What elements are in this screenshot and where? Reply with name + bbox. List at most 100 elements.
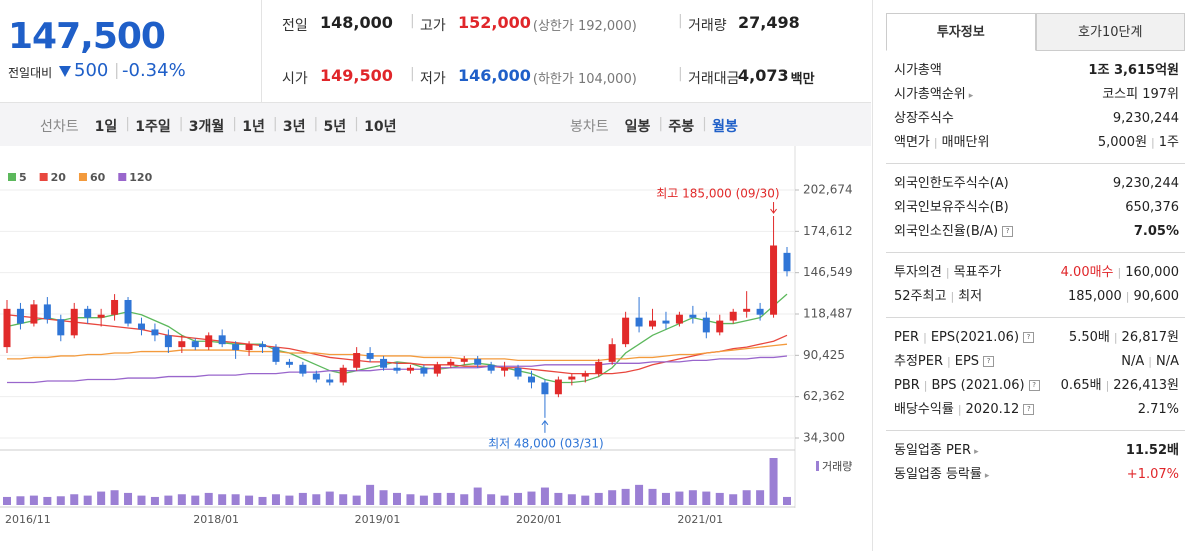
candle-type-button[interactable]: 월봉 (712, 119, 738, 135)
stat-extra: (상한가 192,000) (532, 19, 637, 34)
link-icon[interactable]: ▸ (974, 447, 979, 457)
volume-bar (285, 495, 294, 505)
link-icon[interactable]: ▸ (984, 471, 990, 481)
separator: | (410, 13, 415, 29)
value-text: 650,376 (1125, 200, 1179, 215)
info-label: 시가총액순위 ▸ (894, 83, 973, 107)
value-text: 4.00매수 (1060, 265, 1114, 280)
label-text: PBR (894, 378, 920, 393)
label-text: BPS (2021.06) (931, 378, 1025, 393)
candle-body (339, 367, 347, 383)
label-text: 배당수익률 (894, 402, 954, 417)
volume-legend-swatch (816, 461, 819, 471)
candle-body (164, 335, 172, 348)
x-tick-label: 2018/01 (193, 513, 239, 526)
label-text: 상장주식수 (894, 111, 954, 126)
candle-body (312, 373, 320, 380)
period-button[interactable]: 3년 (282, 119, 306, 135)
info-value: 185,000 | 90,600 (1068, 285, 1179, 309)
candle-type-button[interactable]: 주봉 (668, 119, 695, 135)
link-icon[interactable]: ▸ (968, 91, 974, 101)
stat-value: 152,000 (458, 13, 531, 32)
divider (872, 0, 873, 551)
info-label: 액면가 | 매매단위 (894, 131, 989, 155)
candle-body (259, 344, 267, 348)
period-button[interactable]: 5년 (323, 119, 347, 135)
volume-bar (473, 487, 482, 505)
info-label: 배당수익률 | 2020.12? (894, 398, 1035, 422)
y-tick-label: 90,425 (803, 348, 845, 362)
chart: 34,300 62,362 90,425 118,487 146,549 174,612 2… (0, 146, 871, 551)
stat-label: 저가 (420, 71, 446, 87)
y-tick-label: 62,362 (803, 389, 845, 403)
volume-bar (164, 495, 173, 505)
info-value: 7.05% (1134, 220, 1179, 244)
candle-body (380, 358, 388, 368)
candle-type-button[interactable]: 일봉 (624, 119, 651, 135)
separator: | (678, 13, 683, 29)
info-value: 9,230,244 (1113, 172, 1179, 196)
volume-bar (231, 494, 240, 505)
info-row: 상장주식수 9,230,244 (894, 107, 1179, 131)
period-button[interactable]: 3개월 (188, 119, 225, 135)
volume-bar (419, 495, 428, 505)
help-icon[interactable]: ? (1023, 404, 1035, 415)
separator: | (945, 266, 950, 279)
help-icon[interactable]: ? (1023, 332, 1035, 343)
candle-body (595, 361, 603, 374)
value-text: 7.05% (1133, 224, 1179, 239)
info-value: 2.71% (1138, 398, 1179, 422)
info-label: PBR | BPS (2021.06)? (894, 374, 1040, 398)
candle-body (420, 367, 428, 374)
candle-body (245, 344, 253, 351)
separator: | (957, 403, 962, 416)
stat-value: 148,000 (320, 13, 393, 32)
down-icon (59, 66, 71, 77)
info-section: PER | EPS(2021.06)? 5.50배 | 26,817원 추정PER | EPS?… (886, 318, 1185, 431)
info-row: 동일업종 등락률 ▸ +1.07% (894, 463, 1179, 487)
volume-bar (729, 494, 738, 505)
info-value: 1조 3,615억원 (1088, 59, 1179, 83)
candle-body (285, 361, 293, 365)
candle-body (232, 344, 240, 351)
value-text: 26,817원 (1121, 330, 1179, 345)
candle-body (474, 358, 482, 365)
candle-body (702, 317, 710, 333)
stat-label: 고가 (420, 18, 446, 34)
tab-bar: 투자정보 호가10단계 (886, 13, 1185, 51)
period-button[interactable]: 1년 (242, 119, 265, 135)
info-row: PBR | BPS (2021.06)? 0.65배 | 226,413원 (894, 374, 1179, 398)
help-icon[interactable]: ? (1028, 380, 1040, 391)
volume-bar (271, 494, 280, 505)
candle-body (191, 341, 199, 348)
info-section: 외국인한도주식수(A) 9,230,244 외국인보유주식수(B) 650,376 외국… (886, 164, 1185, 253)
info-label: 추정PER | EPS? (894, 350, 995, 374)
period-button[interactable]: 1일 (94, 119, 118, 135)
separator: | (1151, 136, 1155, 149)
tab[interactable]: 투자정보 (886, 13, 1036, 51)
period-button[interactable]: 1주일 (135, 119, 171, 135)
y-tick-label: 174,612 (803, 224, 853, 238)
stat-label: 거래량 (688, 18, 727, 34)
help-icon[interactable]: ? (983, 356, 995, 367)
annotation-arrowhead (541, 419, 549, 426)
value-text: 11.52배 (1125, 443, 1179, 458)
separator: | (923, 379, 928, 392)
volume-bar (56, 496, 65, 505)
candle-body (649, 320, 657, 327)
help-icon[interactable]: ? (1002, 226, 1014, 237)
tab[interactable]: 호가10단계 (1035, 13, 1185, 51)
x-tick-label: 2020/01 (516, 513, 562, 526)
candle-body (514, 367, 522, 377)
x-tick-label: 2016/11 (5, 513, 51, 526)
period-button[interactable]: 10년 (364, 119, 397, 135)
stat-label: 시가 (282, 71, 308, 87)
volume-bar (554, 492, 563, 505)
info-label: 외국인한도주식수(A) (894, 172, 1009, 196)
info-label: PER | EPS(2021.06)? (894, 326, 1035, 350)
volume-bar (3, 496, 11, 505)
volume-bar (124, 492, 133, 505)
info-row: 시가총액순위 ▸ 코스피 197위 (894, 83, 1179, 107)
x-tick-label: 2021/01 (677, 513, 723, 526)
value-text: 9,230,244 (1112, 111, 1179, 126)
